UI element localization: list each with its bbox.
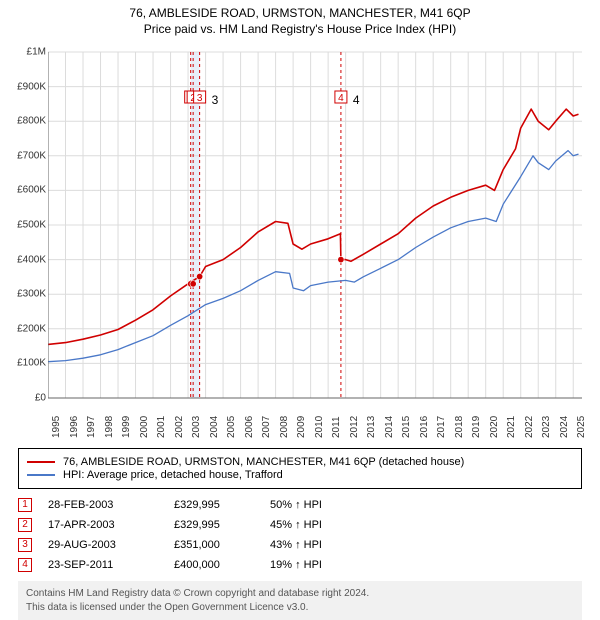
transaction-date: 29-AUG-2003 xyxy=(48,539,158,551)
x-tick-label: 2013 xyxy=(366,416,377,438)
legend-label: HPI: Average price, detached house, Traf… xyxy=(63,469,283,481)
legend-swatch xyxy=(27,474,55,476)
page: 76, AMBLESIDE ROAD, URMSTON, MANCHESTER,… xyxy=(0,0,600,620)
x-tick-label: 1997 xyxy=(86,416,97,438)
x-tick-label: 1999 xyxy=(121,416,132,438)
x-tick-label: 2014 xyxy=(384,416,395,438)
footer-line-2: This data is licensed under the Open Gov… xyxy=(26,601,574,615)
legend-swatch xyxy=(27,461,55,463)
y-tick-label: £100K xyxy=(2,358,46,369)
x-tick-label: 2012 xyxy=(349,416,360,438)
x-tick-label: 1996 xyxy=(69,416,80,438)
legend: 76, AMBLESIDE ROAD, URMSTON, MANCHESTER,… xyxy=(18,448,582,489)
y-tick-label: £400K xyxy=(2,254,46,265)
y-tick-label: £900K xyxy=(2,81,46,92)
y-tick-label: £200K xyxy=(2,323,46,334)
y-tick-label: £700K xyxy=(2,150,46,161)
x-tick-label: 2004 xyxy=(209,416,220,438)
x-tick-label: 2023 xyxy=(541,416,552,438)
y-tick-label: £1M xyxy=(2,47,46,58)
chart-area: 123434 £0£100K£200K£300K£400K£500K£600K£… xyxy=(0,40,600,410)
transaction-row: 2 17-APR-2003 £329,995 45% ↑ HPI xyxy=(18,515,582,535)
svg-text:4: 4 xyxy=(338,93,344,104)
x-tick-label: 1998 xyxy=(104,416,115,438)
transaction-price: £400,000 xyxy=(174,559,254,571)
transaction-pct: 45% ↑ HPI xyxy=(270,519,350,531)
legend-row: HPI: Average price, detached house, Traf… xyxy=(27,469,573,481)
x-axis-labels: 1995 1996 1997 1998 1999 2000 2001 2002 2003 2004… xyxy=(48,410,582,442)
transaction-date: 17-APR-2003 xyxy=(48,519,158,531)
transaction-marker-box: 3 xyxy=(18,538,32,552)
y-tick-label: £0 xyxy=(2,393,46,404)
transaction-price: £329,995 xyxy=(174,519,254,531)
transactions-table: 1 28-FEB-2003 £329,995 50% ↑ HPI 2 17-APR-200… xyxy=(18,495,582,575)
x-tick-label: 2001 xyxy=(156,416,167,438)
legend-label: 76, AMBLESIDE ROAD, URMSTON, MANCHESTER,… xyxy=(63,456,464,468)
transaction-row: 1 28-FEB-2003 £329,995 50% ↑ HPI xyxy=(18,495,582,515)
transaction-marker-box: 1 xyxy=(18,498,32,512)
x-tick-label: 2024 xyxy=(559,416,570,438)
transaction-pct: 50% ↑ HPI xyxy=(270,499,350,511)
x-tick-label: 2022 xyxy=(524,416,535,438)
transaction-row: 3 29-AUG-2003 £351,000 43% ↑ HPI xyxy=(18,535,582,555)
transaction-pct: 43% ↑ HPI xyxy=(270,539,350,551)
title-main: 76, AMBLESIDE ROAD, URMSTON, MANCHESTER,… xyxy=(10,6,590,20)
svg-text:4: 4 xyxy=(353,93,360,107)
x-tick-label: 2021 xyxy=(506,416,517,438)
x-tick-label: 2005 xyxy=(226,416,237,438)
footer-attribution: Contains HM Land Registry data © Crown c… xyxy=(18,581,582,620)
transaction-price: £329,995 xyxy=(174,499,254,511)
x-tick-label: 2002 xyxy=(174,416,185,438)
x-tick-label: 2009 xyxy=(296,416,307,438)
chart-svg: 123434 xyxy=(48,40,582,410)
x-tick-label: 2008 xyxy=(279,416,290,438)
x-tick-label: 2018 xyxy=(454,416,465,438)
svg-text:3: 3 xyxy=(197,93,203,104)
x-tick-label: 2016 xyxy=(419,416,430,438)
title-sub: Price paid vs. HM Land Registry's House … xyxy=(10,22,590,36)
x-tick-label: 2007 xyxy=(261,416,272,438)
x-tick-label: 2003 xyxy=(191,416,202,438)
x-tick-label: 2015 xyxy=(401,416,412,438)
transaction-pct: 19% ↑ HPI xyxy=(270,559,350,571)
transaction-row: 4 23-SEP-2011 £400,000 19% ↑ HPI xyxy=(18,555,582,575)
y-tick-label: £600K xyxy=(2,185,46,196)
x-tick-label: 2025 xyxy=(576,416,587,438)
transaction-price: £351,000 xyxy=(174,539,254,551)
y-tick-label: £800K xyxy=(2,116,46,127)
x-tick-label: 2017 xyxy=(436,416,447,438)
x-tick-label: 2020 xyxy=(489,416,500,438)
x-tick-label: 2019 xyxy=(471,416,482,438)
svg-text:3: 3 xyxy=(212,93,219,107)
transaction-marker-box: 4 xyxy=(18,558,32,572)
y-tick-label: £500K xyxy=(2,220,46,231)
x-tick-label: 2010 xyxy=(314,416,325,438)
footer-line-1: Contains HM Land Registry data © Crown c… xyxy=(26,587,574,601)
x-tick-label: 1995 xyxy=(51,416,62,438)
x-tick-label: 2000 xyxy=(139,416,150,438)
y-tick-label: £300K xyxy=(2,289,46,300)
x-tick-label: 2011 xyxy=(331,416,342,438)
titles: 76, AMBLESIDE ROAD, URMSTON, MANCHESTER,… xyxy=(0,0,600,40)
legend-row: 76, AMBLESIDE ROAD, URMSTON, MANCHESTER,… xyxy=(27,456,573,468)
transaction-date: 28-FEB-2003 xyxy=(48,499,158,511)
x-tick-label: 2006 xyxy=(244,416,255,438)
transaction-marker-box: 2 xyxy=(18,518,32,532)
transaction-date: 23-SEP-2011 xyxy=(48,559,158,571)
